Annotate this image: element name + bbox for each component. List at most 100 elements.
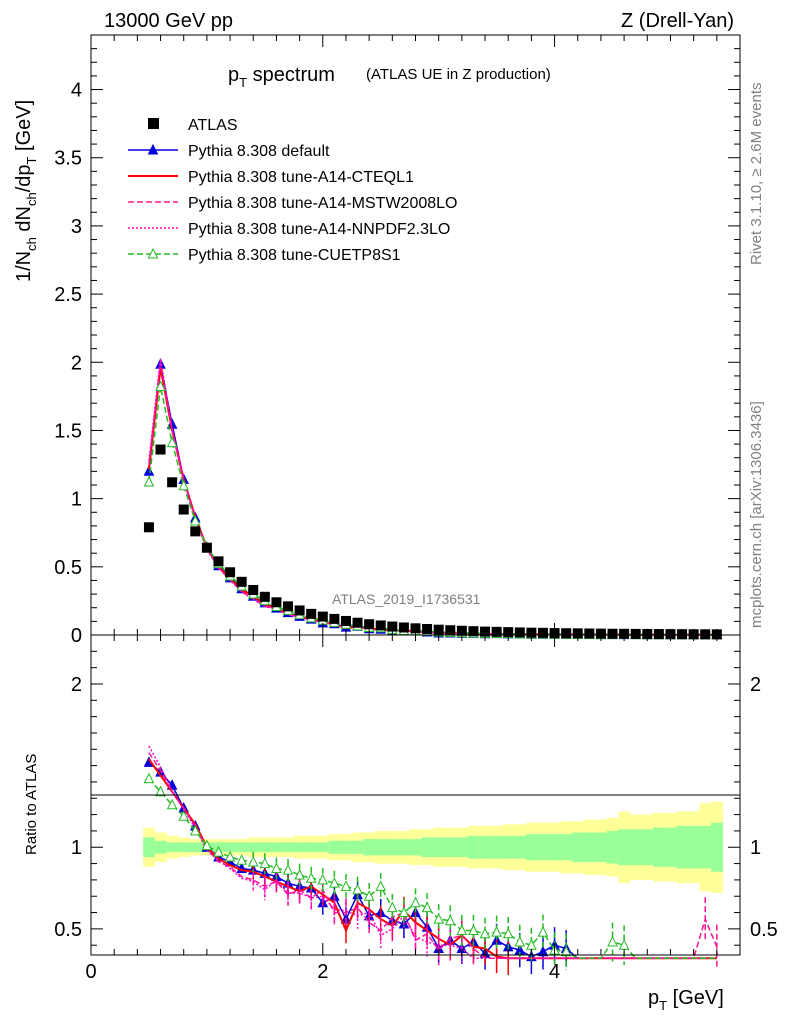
ratio-stat-band [421, 837, 434, 858]
series-marker-ratio [213, 846, 224, 857]
ratio-stat-band [189, 842, 202, 853]
data-point [236, 576, 247, 587]
legend-marker [147, 143, 159, 155]
data-point [537, 627, 548, 638]
data-point [352, 617, 363, 628]
ratio-stat-band [653, 827, 666, 867]
series-marker-main [143, 465, 155, 476]
ratio-stat-band [664, 827, 677, 867]
data-point [398, 622, 409, 633]
series-line-ratio-3 [148, 745, 717, 960]
series-marker-ratio [433, 912, 444, 924]
ratio-stat-band [305, 842, 318, 853]
series-marker-ratio [317, 873, 329, 885]
svg-text:pT [GeV]: pT [GeV] [648, 987, 724, 1013]
ratio-tick-label-right: 1 [750, 837, 761, 859]
data-point [630, 628, 641, 639]
data-point [340, 615, 351, 626]
ratio-stat-band [467, 835, 480, 859]
data-point [387, 621, 398, 632]
title-note: (ATLAS UE in Z production) [366, 66, 551, 83]
series-marker-ratio [189, 824, 201, 836]
legend-label: Pythia 8.308 default [188, 143, 330, 160]
ratio-stat-band [293, 842, 306, 853]
header-left: 13000 GeV pp [104, 10, 233, 32]
ratio-stat-band [432, 837, 445, 858]
ratio-uncertainty-bands [143, 801, 724, 893]
data-point [167, 477, 178, 488]
ratio-stat-band [490, 835, 503, 859]
series-marker-ratio [294, 868, 305, 880]
series-marker-ratio [410, 896, 421, 908]
x-tick-label: 4 [549, 961, 560, 983]
series-marker-ratio [224, 850, 236, 862]
ratio-stat-band [641, 829, 654, 866]
series-marker-main [155, 380, 166, 391]
data-point [410, 623, 421, 634]
series-marker-ratio [444, 914, 456, 926]
chart-title: pT spectrum (ATLAS UE in Z production) [228, 64, 551, 90]
series-marker-ratio [352, 883, 363, 895]
ratio-stat-band [235, 842, 248, 853]
ratio-stat-band [398, 839, 411, 856]
series-marker-main [143, 475, 155, 487]
ratio-stat-band [340, 840, 353, 854]
series-marker-ratio [421, 901, 433, 913]
y-tick-label: 3 [71, 216, 82, 238]
data-point [283, 601, 294, 612]
y-tick-label: 2.5 [54, 284, 82, 306]
data-point [271, 597, 282, 608]
ratio-stat-band [583, 832, 596, 862]
svg-text:pT spectrum: pT spectrum [228, 64, 335, 90]
ratio-stat-band [560, 834, 573, 861]
header-right: Z (Drell-Yan) [621, 10, 734, 32]
series-marker-ratio [468, 924, 479, 936]
series-marker-ratio [178, 810, 190, 821]
legend-label: ATLAS [188, 117, 238, 134]
y-tick-label: 4 [71, 80, 82, 102]
svg-text:1/Nch dNch/dpT [GeV]: 1/Nch dNch/dpT [GeV] [13, 100, 39, 282]
ratio-stat-band [166, 842, 179, 853]
ratio-plot-points [143, 745, 718, 976]
data-point [514, 627, 525, 638]
series-marker-ratio [271, 862, 282, 873]
series-marker-ratio [363, 890, 375, 901]
axis-ticks [90, 34, 741, 955]
data-point [375, 620, 386, 631]
y-tick-label: 2 [71, 352, 82, 374]
data-point [653, 629, 664, 640]
data-point [468, 626, 479, 637]
series-marker-ratio [514, 935, 526, 947]
ratio-stat-band [444, 837, 457, 858]
series-marker-ratio [201, 839, 213, 851]
series-marker-ratio [375, 880, 387, 891]
ratio-stat-band [247, 842, 260, 853]
x-axis-label: pT [GeV] [648, 987, 724, 1013]
ratio-stat-band [687, 826, 700, 869]
series-marker-ratio [305, 872, 317, 883]
series-marker-ratio [259, 857, 271, 869]
data-point [248, 585, 259, 595]
ratio-stat-band [514, 835, 527, 859]
ratio-stat-band [224, 842, 237, 853]
ratio-stat-band [328, 840, 341, 854]
legend-label: Pythia 8.308 tune-A14-MSTW2008LO [188, 195, 457, 212]
ratio-stat-band [525, 834, 538, 861]
data-point [306, 608, 317, 619]
data-point [225, 567, 236, 578]
series-marker-ratio [456, 924, 468, 936]
data-point [677, 629, 688, 640]
legend-label: Pythia 8.308 tune-A14-NNPDF2.3LO [188, 221, 450, 238]
ratio-stat-band [548, 834, 561, 861]
y-tick-label: 1.5 [54, 420, 82, 442]
ratio-stat-band [502, 835, 515, 859]
ratio-stat-band [409, 839, 422, 856]
ratio-stat-band [711, 822, 724, 872]
mcplots-note: mcplots.cern.ch [arXiv:1306.3436] [748, 401, 765, 628]
y-tick-label: 0 [71, 625, 82, 647]
axis-tick-labels: 0 2 400.511.522.533.540.5 0.51 12 2 [54, 80, 778, 983]
ratio-stat-band [571, 832, 585, 862]
series-marker-main [166, 436, 178, 448]
data-point [155, 444, 166, 455]
